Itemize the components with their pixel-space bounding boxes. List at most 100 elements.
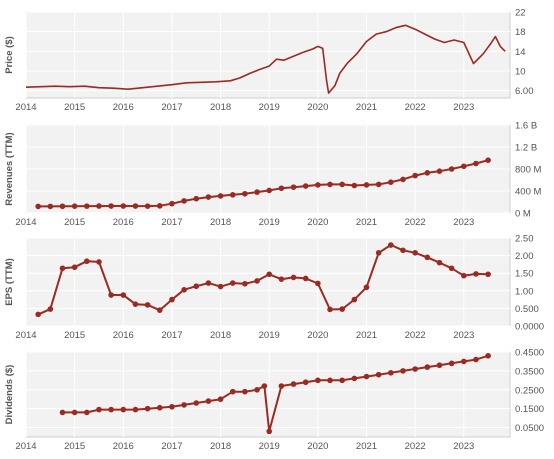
x-tick-label: 2018 — [210, 217, 231, 228]
x-tick-label: 2018 — [210, 441, 231, 452]
data-point — [169, 403, 175, 410]
data-point — [84, 203, 90, 209]
y-tick-label: 6.00 — [515, 86, 534, 97]
x-tick-label: 2014 — [15, 217, 36, 228]
data-point — [400, 247, 406, 254]
x-tick-label: 2020 — [307, 441, 328, 452]
data-point — [485, 352, 491, 359]
data-point — [169, 200, 175, 207]
x-tick-label: 2023 — [453, 441, 474, 452]
data-point — [217, 193, 224, 199]
data-point — [388, 369, 394, 376]
data-point — [278, 185, 285, 192]
data-point — [363, 373, 370, 380]
data-point — [436, 168, 443, 174]
y-tick-label: 0 M — [515, 209, 531, 220]
data-point — [412, 249, 418, 256]
data-point — [156, 307, 163, 313]
data-point — [132, 301, 139, 307]
x-tick-label: 2015 — [64, 441, 85, 452]
data-point — [339, 306, 345, 312]
data-point — [261, 383, 268, 389]
data-point — [71, 264, 78, 271]
data-point — [460, 272, 467, 279]
x-tick-label: 2018 — [210, 330, 231, 341]
x-tick-label: 2021 — [356, 441, 377, 452]
chart-panel-2: 2014 2015 2016 2017 2018 2019 2020 2021 2022 2023… — [4, 121, 541, 229]
data-point — [290, 274, 297, 281]
data-point — [35, 203, 41, 210]
y-tick-label: 22 — [515, 8, 526, 19]
y-tick-label: 400 M — [515, 187, 541, 198]
x-tick-label: 2016 — [113, 102, 134, 113]
data-point — [363, 284, 370, 291]
data-point — [436, 362, 443, 369]
x-tick-label: 2017 — [161, 217, 182, 228]
data-point — [290, 184, 297, 190]
y-tick-label: 1.6 B — [515, 121, 537, 132]
y-tick-label: 0.0000 — [515, 322, 544, 333]
x-tick-label: 2017 — [161, 102, 182, 113]
x-tick-label: 2019 — [259, 102, 280, 113]
x-tick-label: 2022 — [405, 441, 426, 452]
data-point — [412, 366, 418, 372]
x-tick-label: 2016 — [113, 330, 134, 341]
x-tick-label: 2023 — [453, 330, 474, 341]
data-point — [424, 170, 431, 176]
data-point — [473, 271, 479, 277]
data-point — [351, 375, 358, 382]
chart-panel-4: 2014 2015 2016 2017 2018 2019 2020 2021 2022 2023… — [4, 348, 544, 453]
data-point — [193, 400, 200, 406]
data-point — [193, 195, 200, 202]
data-point — [448, 360, 455, 367]
data-point — [302, 275, 309, 282]
data-point — [473, 160, 479, 167]
data-point — [120, 292, 127, 298]
x-tick-label: 2021 — [356, 330, 377, 341]
data-point — [327, 377, 333, 384]
data-point — [315, 377, 321, 384]
data-point — [144, 203, 151, 209]
data-point — [84, 258, 90, 265]
x-tick-label: 2020 — [307, 102, 328, 113]
y-axis-label: Dividends ($) — [4, 365, 15, 425]
data-point — [351, 296, 358, 303]
y-tick-label: 2.00 — [515, 251, 534, 262]
data-point — [242, 280, 248, 287]
y-tick-label: 0.2500 — [515, 385, 544, 396]
data-point — [108, 203, 114, 209]
x-tick-label: 2021 — [356, 217, 377, 228]
plot-area — [25, 11, 511, 99]
data-point — [144, 302, 151, 308]
data-point — [448, 265, 455, 272]
y-tick-label: 18 — [515, 27, 526, 38]
data-point — [351, 182, 358, 189]
data-point — [302, 183, 309, 189]
data-point — [132, 203, 139, 209]
data-point — [400, 368, 406, 374]
data-point — [205, 398, 212, 404]
data-point — [156, 404, 163, 411]
data-point — [424, 364, 431, 370]
x-tick-label: 2014 — [15, 441, 36, 452]
data-point — [96, 406, 102, 413]
x-tick-label: 2016 — [113, 217, 134, 228]
data-point — [71, 203, 78, 209]
chart-panel-3: 2014 2015 2016 2017 2018 2019 2020 2021 2022 2023… — [4, 234, 544, 342]
data-point — [132, 406, 139, 413]
data-point — [35, 311, 41, 318]
data-point — [388, 179, 394, 185]
data-point — [485, 157, 491, 163]
data-point — [205, 280, 212, 286]
data-point — [96, 203, 102, 209]
y-tick-label: 10 — [515, 66, 526, 77]
data-point — [460, 163, 467, 170]
data-point — [278, 383, 285, 389]
data-point — [266, 271, 273, 278]
data-point — [108, 406, 114, 413]
x-tick-label: 2022 — [405, 102, 426, 113]
data-point — [120, 406, 127, 413]
data-point — [315, 182, 321, 188]
data-point — [363, 182, 370, 188]
